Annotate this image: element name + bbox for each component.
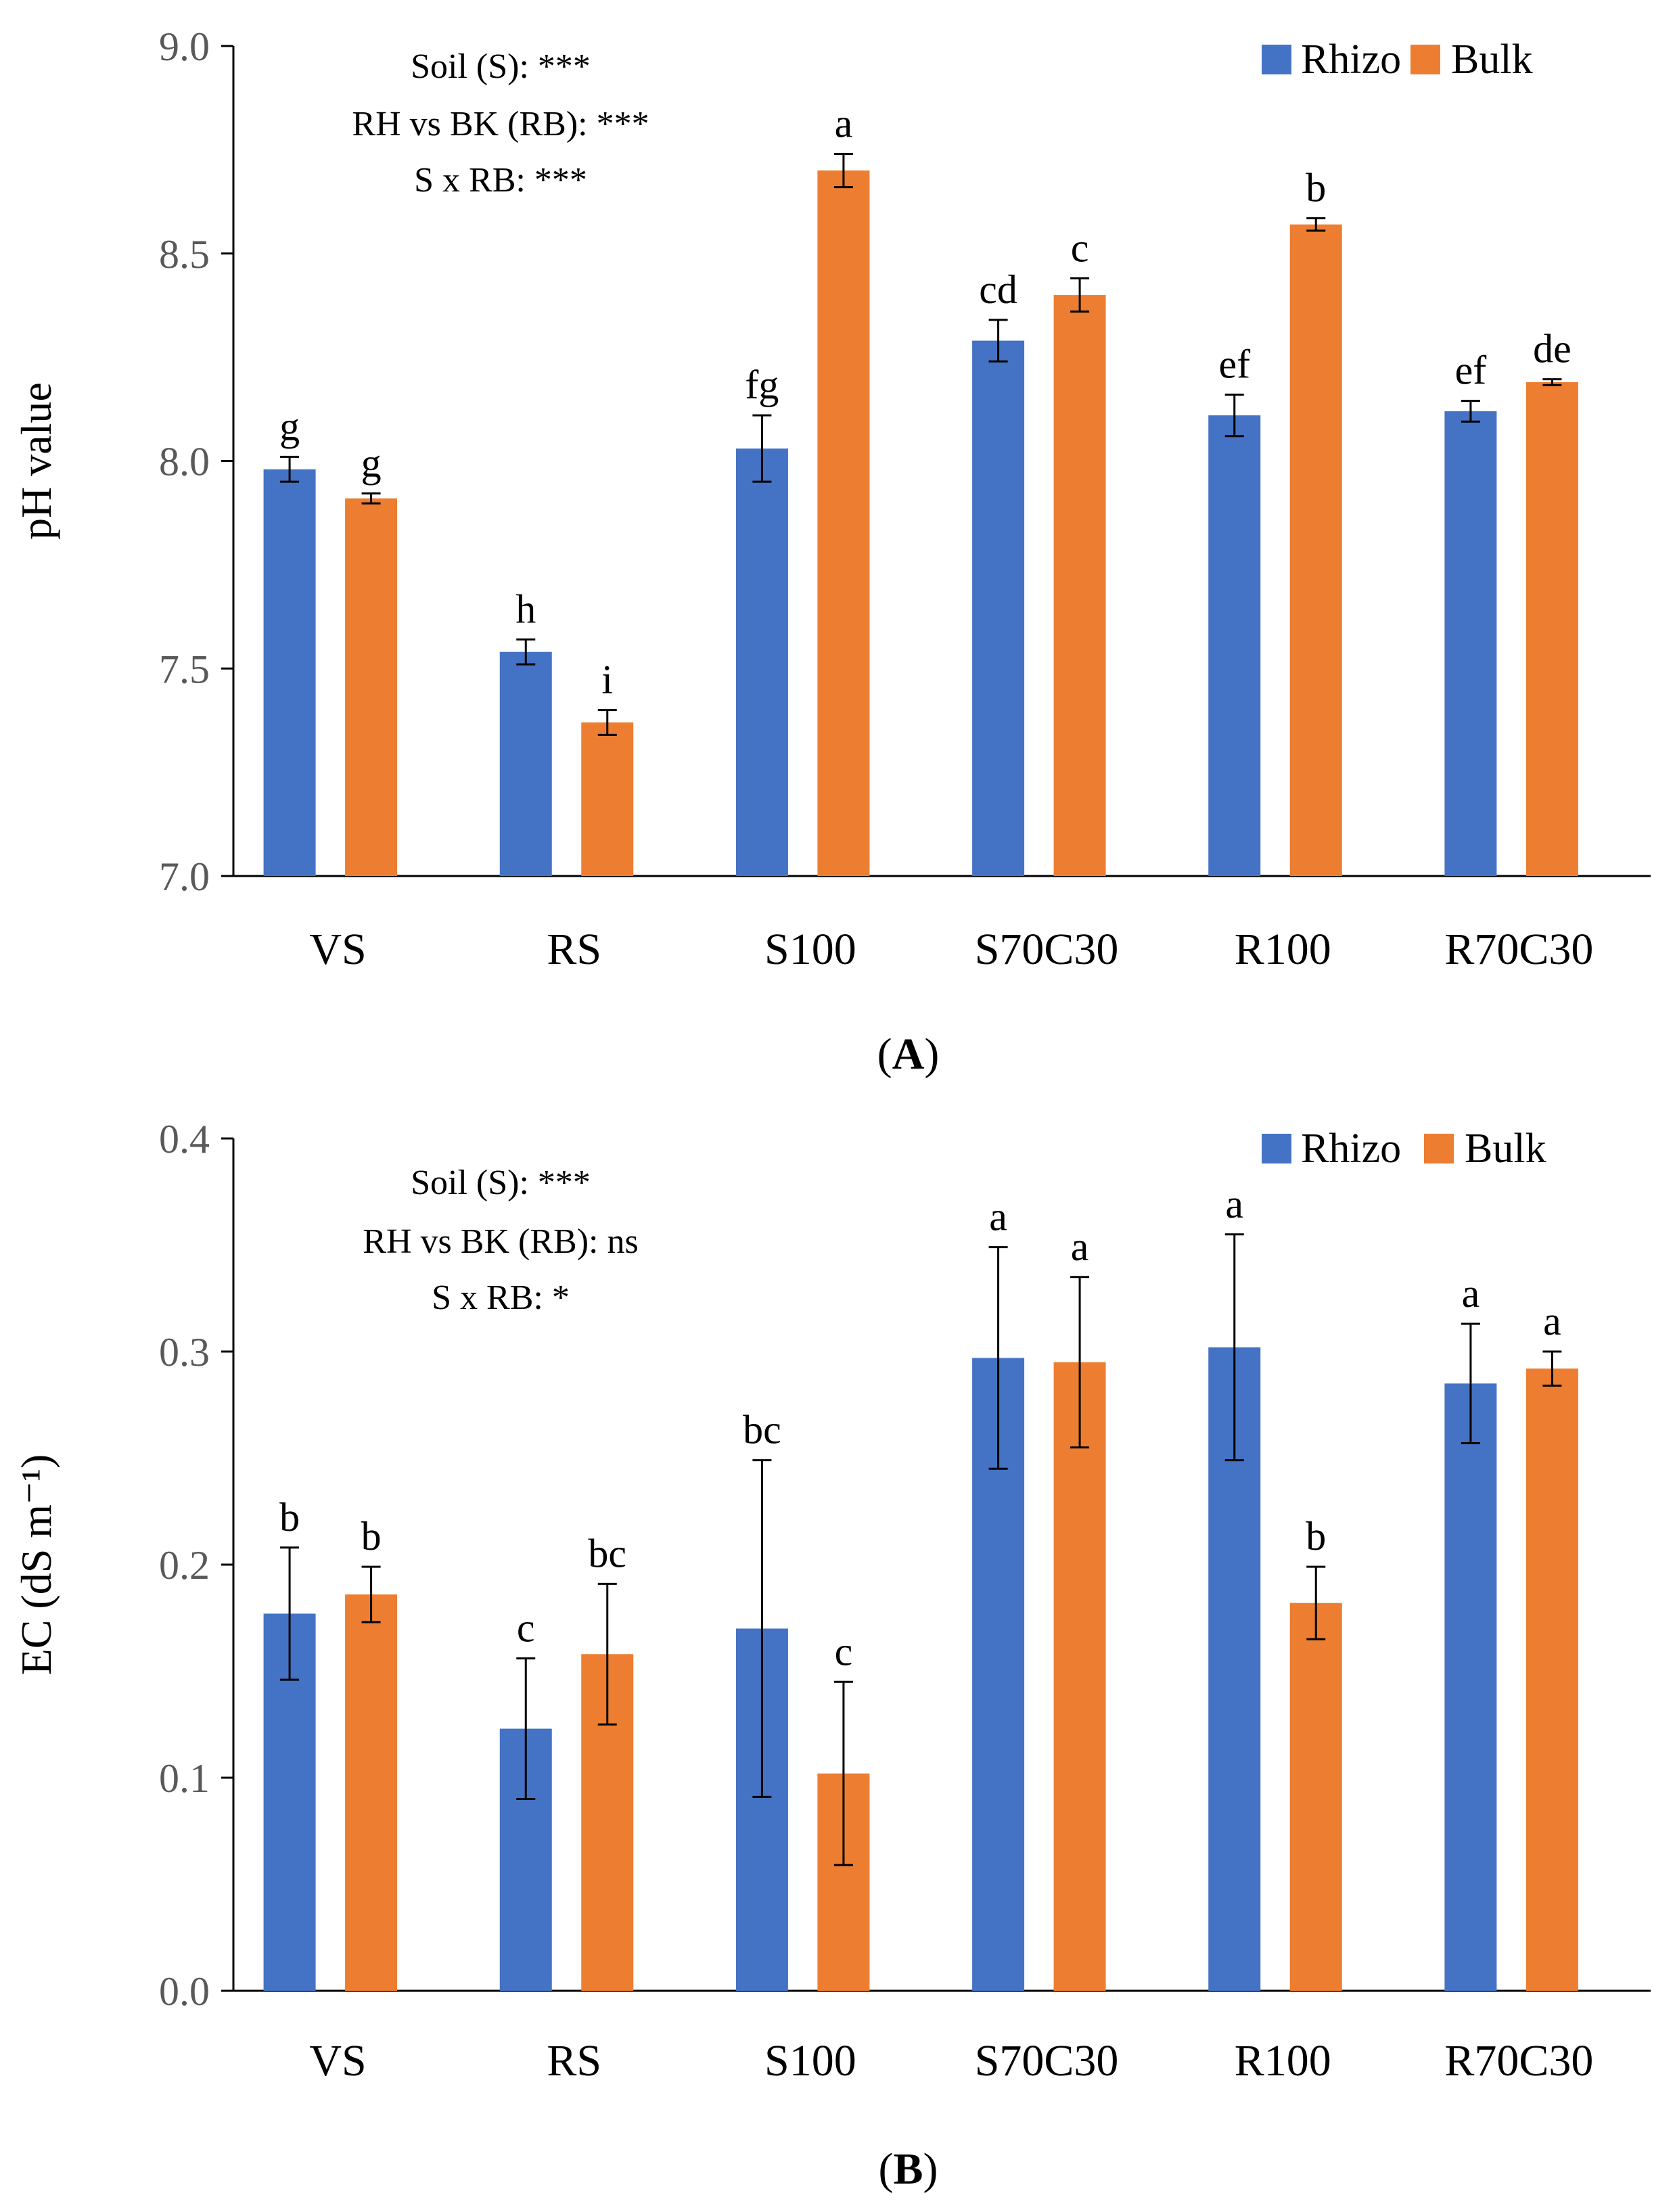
category-label: RS bbox=[547, 2036, 601, 2086]
y-tick-label: 0.4 bbox=[159, 1117, 210, 1161]
panel-paren-close: ) bbox=[923, 2144, 938, 2194]
panel-paren-close: ) bbox=[924, 1030, 939, 1079]
panel-label: (A) bbox=[877, 1030, 940, 1079]
significance-letter: b bbox=[1306, 1514, 1326, 1559]
significance-letter: ef bbox=[1455, 348, 1487, 393]
bar-rhizo bbox=[1208, 415, 1261, 876]
category-label: S100 bbox=[764, 925, 856, 974]
bar-rhizo bbox=[1444, 411, 1497, 876]
legend-swatch-rhizo bbox=[1262, 45, 1291, 74]
significance-letter: c bbox=[835, 1629, 853, 1674]
panel-b: 0.00.10.20.30.4EC (dS m⁻¹)VSb bRScbcS100b… bbox=[12, 1117, 1651, 2194]
significance-letter: bc bbox=[743, 1408, 781, 1452]
significance-letter: cd bbox=[979, 267, 1017, 312]
panel-paren-open: ( bbox=[879, 2144, 894, 2194]
y-tick-label: 0.1 bbox=[159, 1756, 210, 1801]
bar-rhizo bbox=[499, 651, 552, 876]
significance-letter: b bbox=[279, 1495, 300, 1540]
bar-bulk bbox=[1289, 1603, 1342, 1991]
significance-letter: ef bbox=[1218, 342, 1250, 386]
legend-swatch-bulk bbox=[1410, 45, 1440, 74]
panel-a: 7.0 7.5 8.0 8.5 9.0 pH value VS g g RS h i S100 fg a S7… bbox=[12, 24, 1651, 1079]
y-tick-label: 8.0 bbox=[159, 440, 210, 484]
stats-annotation: S x RB: * bbox=[432, 1278, 570, 1317]
legend-label-rhizo: Rhizo bbox=[1301, 1126, 1401, 1172]
bar-bulk bbox=[1525, 1368, 1578, 1991]
significance-letter: a bbox=[1225, 1182, 1243, 1226]
significance-letter: g bbox=[279, 404, 300, 448]
significance-letter: a bbox=[989, 1195, 1007, 1239]
legend-swatch-bulk bbox=[1424, 1134, 1454, 1163]
stats-annotation: RH vs BK (RB): ns bbox=[363, 1222, 638, 1261]
significance-letter: h bbox=[515, 586, 536, 631]
significance-letter: a bbox=[1462, 1271, 1480, 1316]
bar-bulk bbox=[345, 1594, 398, 1991]
y-tick-label: 7.0 bbox=[159, 854, 210, 899]
bar-bulk bbox=[1289, 224, 1342, 876]
bar-bulk bbox=[1053, 1362, 1106, 1991]
significance-letter: a bbox=[1543, 1299, 1561, 1343]
legend-swatch-rhizo bbox=[1262, 1134, 1291, 1163]
significance-letter: c bbox=[1071, 226, 1089, 271]
legend-label-bulk: Bulk bbox=[1465, 1126, 1546, 1172]
y-axis-label: pH value bbox=[12, 382, 60, 540]
bar-bulk bbox=[345, 498, 398, 876]
bar-rhizo bbox=[972, 340, 1025, 877]
stats-annotation: RH vs BK (RB): *** bbox=[352, 105, 649, 143]
category-label: VS bbox=[309, 2036, 366, 2086]
stats-annotation: Soil (S): *** bbox=[411, 1163, 591, 1202]
legend-label-rhizo: Rhizo bbox=[1301, 37, 1401, 83]
significance-letter: a bbox=[835, 101, 853, 146]
panel-paren-open: ( bbox=[877, 1030, 892, 1079]
y-tick-label: 7.5 bbox=[159, 647, 210, 691]
panel-letter: B bbox=[893, 2144, 923, 2194]
category-label: RS bbox=[547, 925, 601, 974]
significance-letter: b bbox=[361, 1514, 382, 1559]
category-label: S100 bbox=[764, 2036, 856, 2086]
category-label: VS bbox=[309, 925, 366, 974]
y-tick-label: 0.0 bbox=[159, 1969, 210, 2014]
y-axis-label: EC (dS m⁻¹) bbox=[12, 1454, 60, 1676]
significance-letter: de bbox=[1533, 327, 1571, 371]
category-label: S70C30 bbox=[975, 925, 1119, 974]
bar-rhizo bbox=[735, 448, 788, 876]
bar-bulk bbox=[1525, 382, 1578, 876]
panel-label: (B) bbox=[879, 2144, 938, 2194]
bar-bulk bbox=[1053, 295, 1106, 877]
significance-letter: a bbox=[1071, 1224, 1089, 1269]
legend-label-bulk: Bulk bbox=[1451, 37, 1533, 83]
y-tick-label: 9.0 bbox=[159, 24, 210, 69]
bar-rhizo bbox=[1444, 1383, 1497, 1991]
stats-annotation: Soil (S): *** bbox=[411, 47, 591, 86]
y-tick-label: 0.2 bbox=[159, 1543, 210, 1588]
significance-letter: g bbox=[361, 440, 382, 485]
significance-letter: c bbox=[517, 1606, 535, 1651]
significance-letter: bc bbox=[588, 1531, 626, 1575]
stats-annotation: S x RB: *** bbox=[414, 161, 587, 200]
bar-rhizo bbox=[263, 469, 316, 876]
bar-bulk bbox=[817, 170, 870, 876]
significance-letter: b bbox=[1306, 166, 1326, 210]
category-label: R100 bbox=[1235, 2036, 1331, 2086]
y-tick-label: 8.5 bbox=[159, 232, 210, 277]
category-label: R100 bbox=[1235, 925, 1331, 974]
significance-letter: fg bbox=[745, 363, 779, 407]
category-label: R70C30 bbox=[1444, 2036, 1593, 2086]
category-label: R70C30 bbox=[1444, 925, 1593, 974]
category-label: S70C30 bbox=[975, 2036, 1119, 2086]
y-tick-label: 0.3 bbox=[159, 1330, 210, 1375]
panel-letter: A bbox=[892, 1030, 925, 1079]
bar-bulk bbox=[581, 722, 634, 876]
significance-letter: i bbox=[601, 658, 613, 702]
